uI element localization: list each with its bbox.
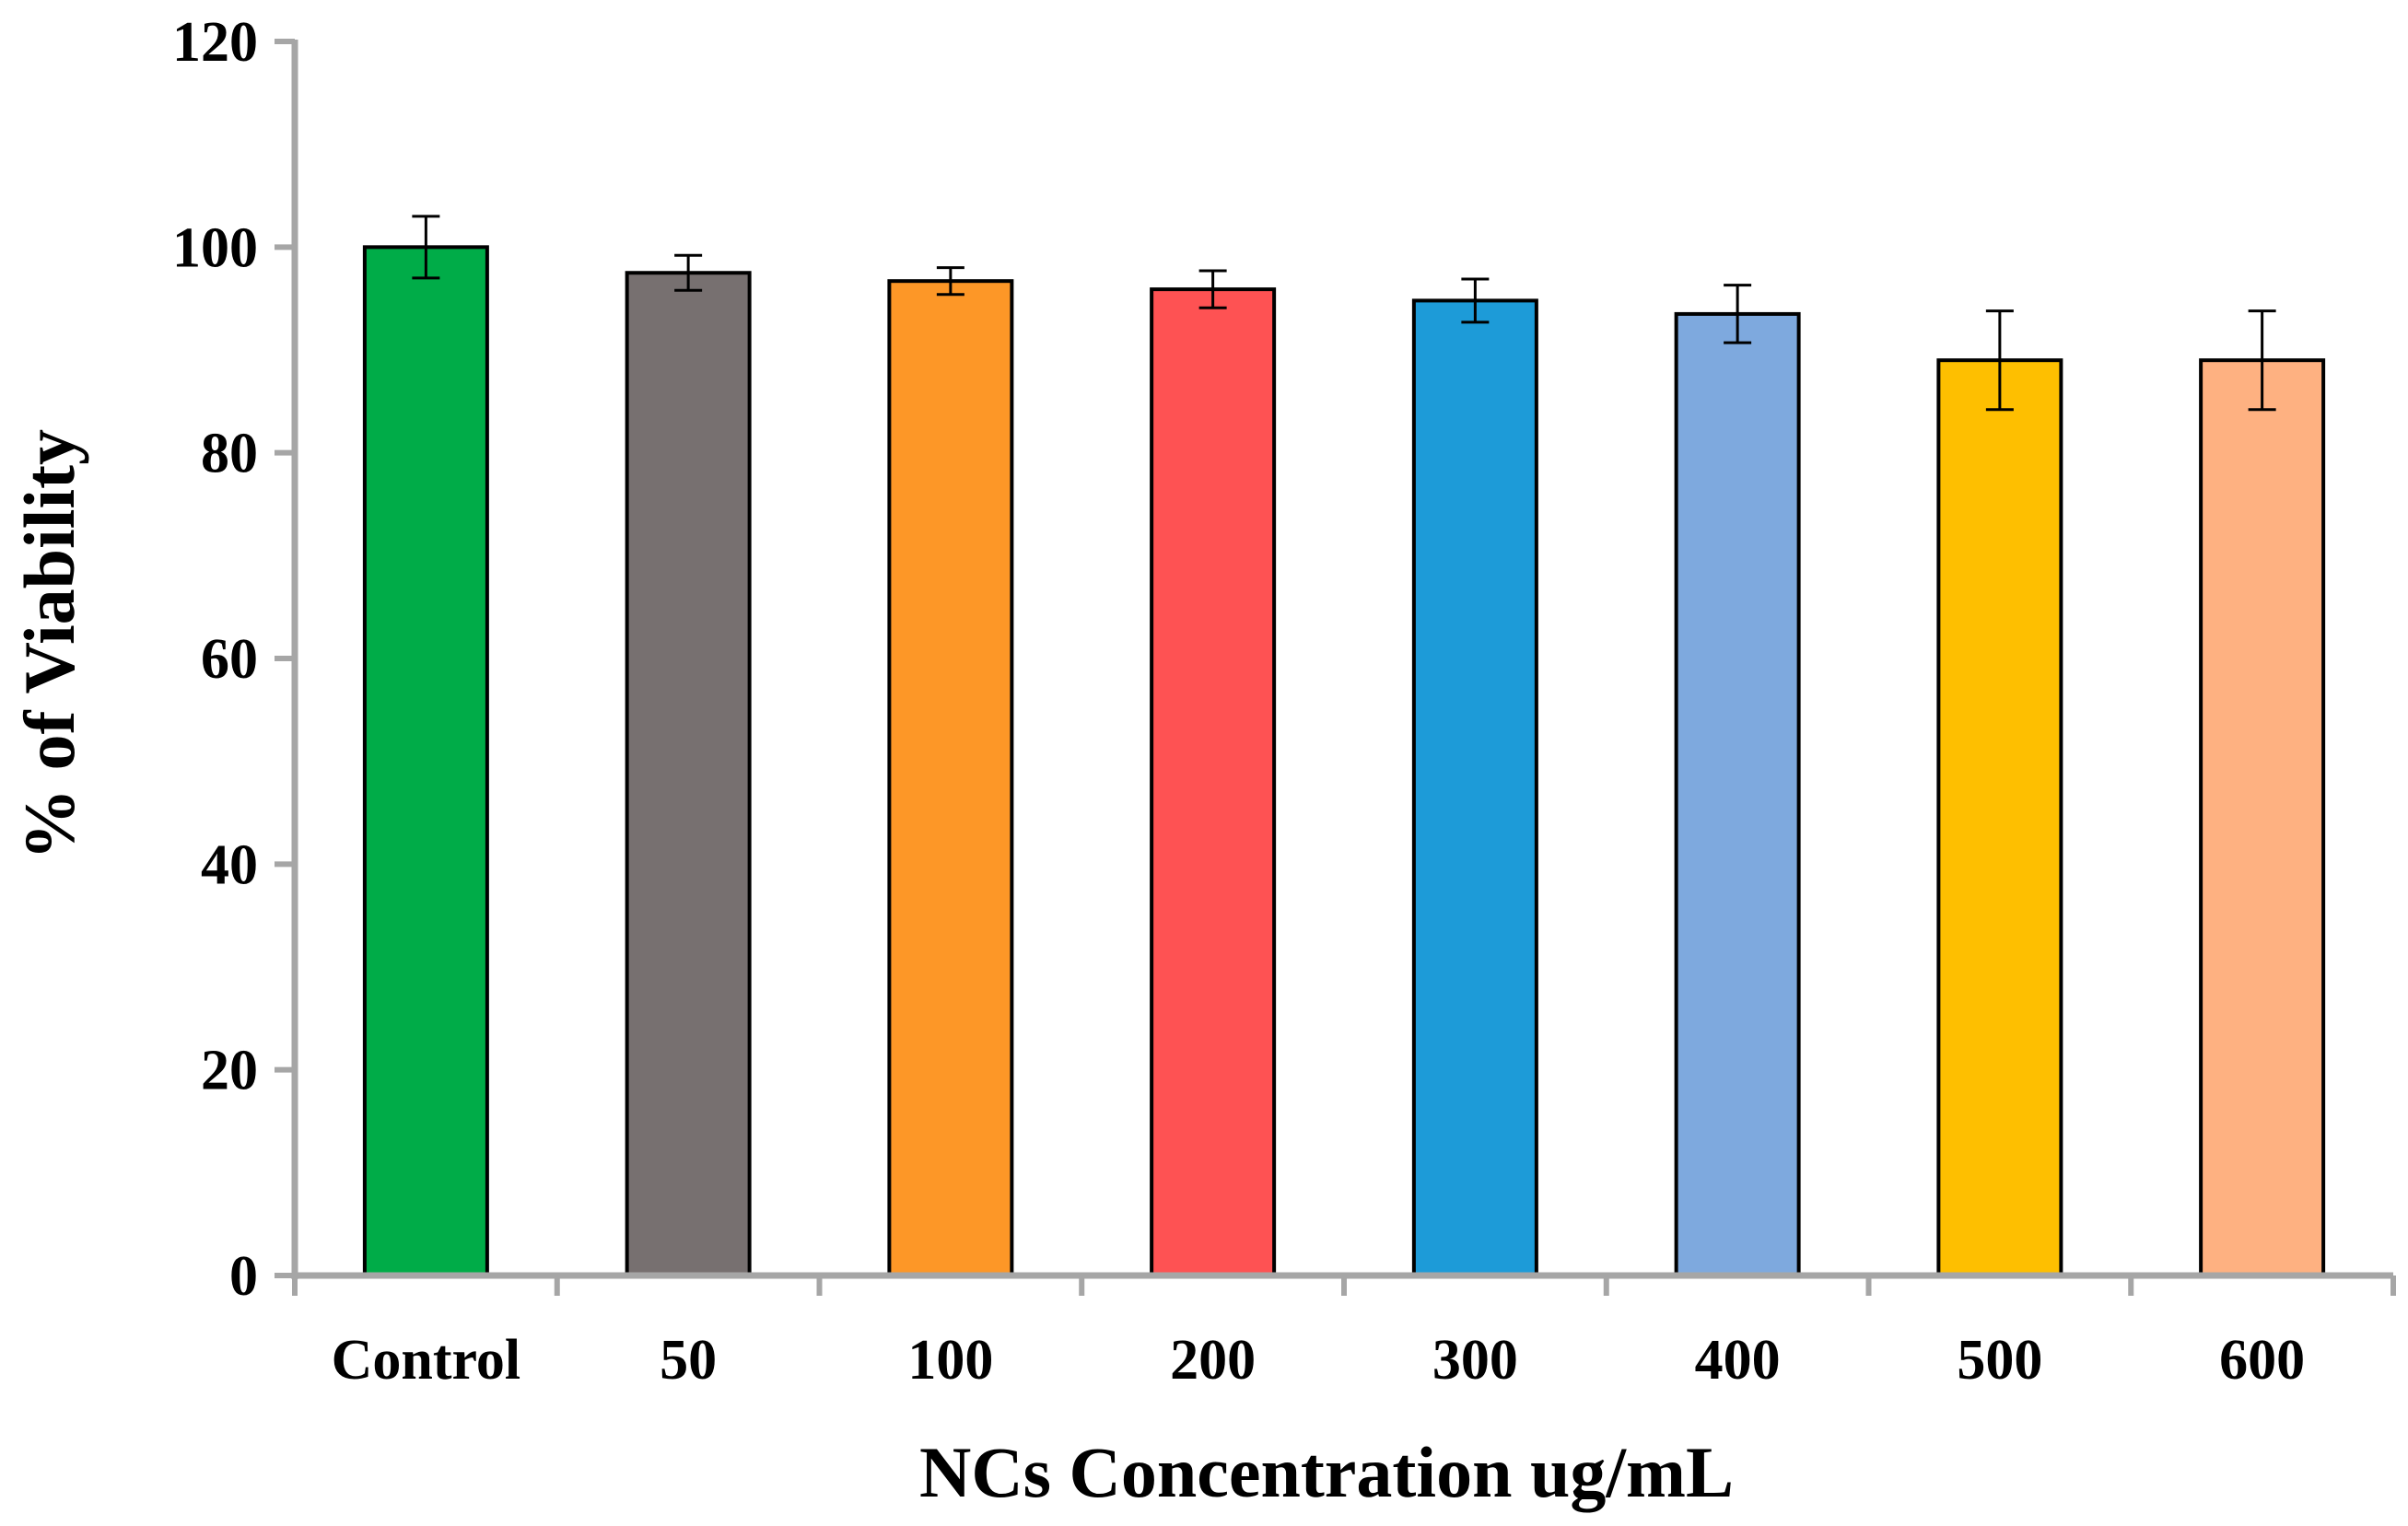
- y-tick-label: 60: [201, 628, 258, 691]
- bar-100: [887, 279, 1014, 1277]
- x-category-label: 500: [1957, 1329, 2042, 1392]
- x-category-label: 600: [2219, 1329, 2305, 1392]
- y-tick-label: 0: [229, 1245, 258, 1308]
- y-tick-label: 120: [172, 11, 258, 74]
- x-category-label: 200: [1170, 1329, 1256, 1392]
- x-category-label: 50: [660, 1329, 717, 1392]
- bar-400: [1674, 311, 1801, 1278]
- x-category-labels: Control 50 100 200 300 400 500 600: [332, 1329, 2306, 1392]
- bar-600: [2199, 358, 2326, 1277]
- y-tick-label: 80: [201, 423, 258, 485]
- x-axis-title: NCs Concentration ug/mL: [919, 1432, 1734, 1512]
- y-tick-label: 40: [201, 833, 258, 896]
- error-bars: [412, 215, 2276, 412]
- bars: [362, 245, 2326, 1278]
- x-category-label: 100: [907, 1329, 993, 1392]
- x-category-label: 400: [1695, 1329, 1781, 1392]
- bar-500: [1936, 358, 2063, 1277]
- x-category-label: Control: [332, 1329, 521, 1392]
- bar-300: [1411, 298, 1538, 1277]
- y-tick-label: 20: [201, 1040, 258, 1102]
- x-axis-ticks: [292, 1276, 2396, 1296]
- y-tick-label: 100: [172, 216, 258, 279]
- y-tick-labels: 0 20 40 60 80 100 120: [172, 11, 258, 1308]
- bar-50: [625, 271, 752, 1277]
- y-axis-ticks: [275, 39, 295, 1278]
- y-axis-title: % of Viability: [9, 429, 89, 860]
- x-category-label: 300: [1432, 1329, 1518, 1392]
- bar-control: [362, 245, 489, 1277]
- bar-200: [1150, 287, 1277, 1277]
